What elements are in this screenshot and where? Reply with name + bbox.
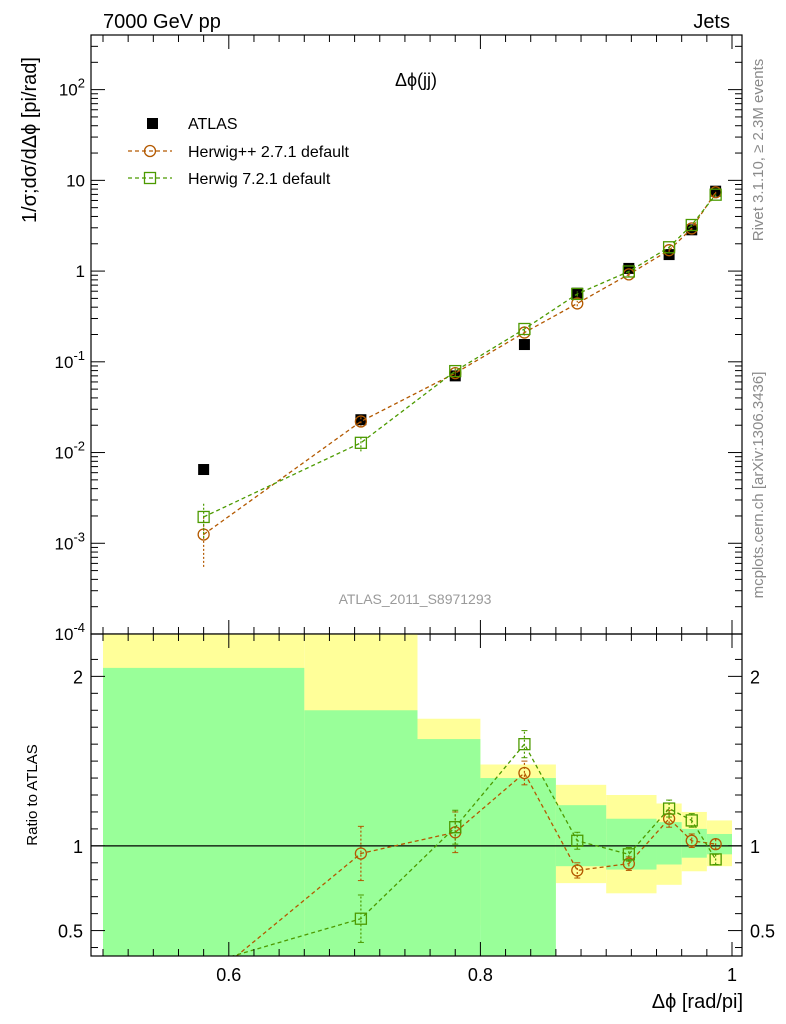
legend-marker-herwig7: [143, 171, 157, 185]
ratio-y-tick-label-right: 1: [750, 837, 760, 857]
data-point: [518, 339, 530, 351]
y-tick-label: 102: [59, 76, 85, 100]
ratio-data-point: [622, 848, 635, 861]
y-tick-label: 10-2: [55, 439, 85, 463]
data-point: [449, 364, 462, 378]
ratio-data-point: [622, 857, 635, 870]
ratio-y-tick-label-right: 0.5: [750, 922, 775, 942]
ratio-y-tick-label-left: 2: [73, 667, 83, 687]
y-tick-label: 10-3: [55, 529, 85, 553]
y-tick-label: 1: [76, 262, 85, 281]
ratio-data-point: [662, 802, 676, 815]
ratio-data-point: [571, 864, 584, 877]
main-y-axis-label: 1/σ;dσ/dΔϕ [pi/rad]: [19, 57, 41, 223]
data-point: [709, 188, 722, 201]
data-point: [662, 241, 676, 254]
ratio-y-axis-label: Ratio to ATLAS: [24, 744, 41, 845]
data-point: [197, 510, 210, 524]
data-point: [663, 249, 675, 261]
uncertainty-band-green: [480, 778, 556, 956]
ratio-data-point: [662, 812, 676, 825]
uncertainty-band-green: [681, 828, 707, 858]
data-point: [622, 265, 635, 278]
data-point: [198, 464, 210, 476]
data-point: [354, 415, 368, 428]
x-tick-label: 0.8: [468, 965, 493, 985]
y-tick-label: 10-4: [55, 620, 85, 644]
ratio-data-point: [571, 834, 584, 847]
ratio-data-point: [685, 814, 698, 827]
uncertainty-band-green: [417, 739, 481, 956]
ratio-data-point: [354, 847, 368, 860]
ratio-panel: 0.5 0.5 1 1 2 2 0.6 0.8 1: [58, 633, 775, 985]
data-point: [685, 218, 698, 232]
uncertainty-band-green: [606, 818, 657, 870]
main-chart-title: Δϕ(jj): [395, 70, 437, 90]
ratio-data-point: [709, 853, 722, 866]
x-tick-label: 0.6: [216, 965, 241, 985]
ratio-data-point: [709, 837, 722, 851]
ratio-data-point: [518, 738, 531, 751]
legend-marker-herwigpp: [143, 144, 157, 158]
analysis-label: ATLAS_2011_S8971293: [339, 591, 492, 607]
legend-label-herwig7: Herwig 7.2.1 default: [188, 171, 331, 188]
ratio-data-point: [354, 912, 368, 925]
y-tick-label: 10: [66, 171, 85, 190]
ratio-data-point: [449, 821, 462, 834]
y-tick-label: 10-1: [55, 348, 85, 372]
ratio-data-point: [518, 766, 531, 780]
x-tick-label: 1: [727, 965, 737, 985]
data-point: [571, 287, 584, 301]
uncertainty-band-green: [656, 822, 682, 865]
header-right: Jets: [693, 11, 730, 33]
data-point: [354, 436, 368, 449]
series-line: [203, 191, 717, 536]
data-point: [710, 185, 722, 197]
legend: ATLAS Herwig++ 2.7.1 default Herwig 7.2.…: [128, 116, 350, 188]
rivet-label: Rivet 3.1.10, ≥ 2.3M events: [750, 59, 767, 242]
series-line: [203, 194, 717, 518]
ratio-y-tick-label-left: 0.5: [58, 922, 83, 942]
uncertainty-band-green: [304, 710, 418, 956]
ratio-y-tick-label-right: 2: [750, 667, 760, 687]
legend-label-atlas: ATLAS: [188, 116, 238, 133]
mcplots-label: mcplots.cern.ch [arXiv:1306.3436]: [750, 372, 767, 599]
data-point: [355, 414, 367, 426]
header-left: 7000 GeV pp: [103, 11, 221, 33]
data-point: [518, 322, 531, 336]
legend-label-herwigpp: Herwig++ 2.7.1 default: [188, 144, 350, 161]
x-axis-label: Δϕ [rad/pi]: [652, 991, 743, 1013]
data-point: [571, 297, 584, 310]
ratio-y-tick-label-left: 1: [73, 837, 83, 857]
main-panel: 10-4 10-3 10-2 10-1 1 10 102: [55, 34, 743, 644]
legend-marker-atlas: [147, 118, 158, 129]
uncertainty-band-green: [103, 667, 305, 956]
ratio-data-point: [685, 834, 698, 847]
